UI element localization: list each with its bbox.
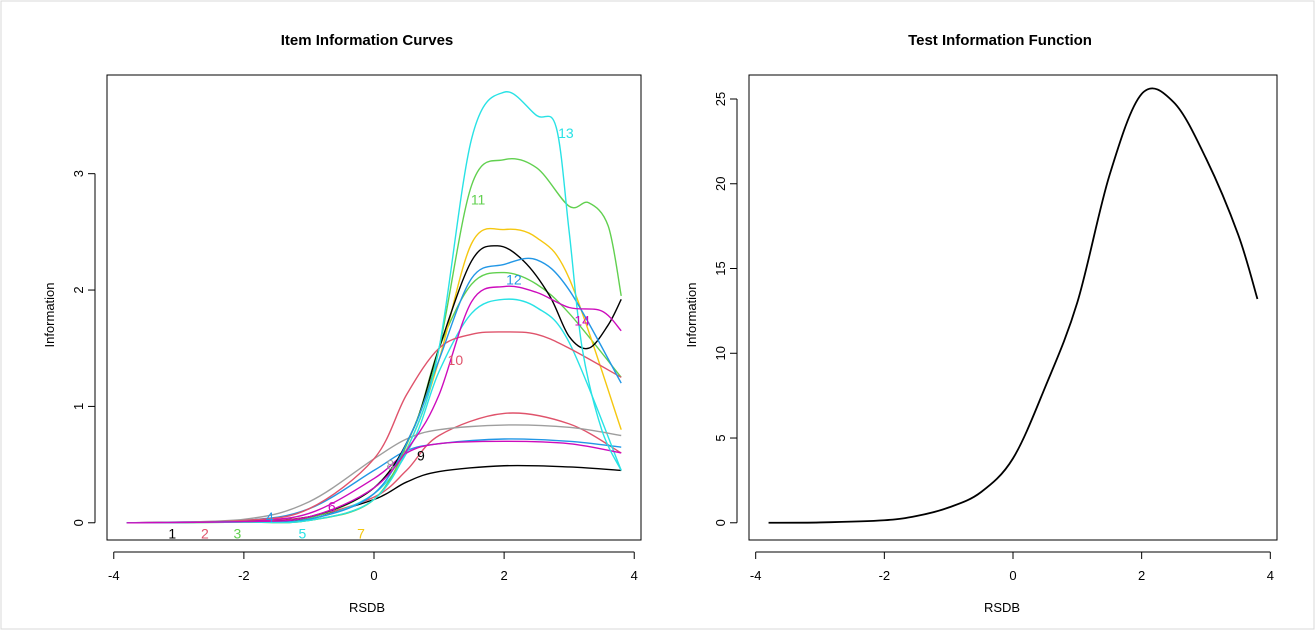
chart2-series-group	[768, 87, 1259, 524]
chart1-item-label-11: 11	[471, 191, 486, 207]
chart1-x-tick-label: -4	[108, 568, 120, 583]
chart2-xlabel: RSDB	[984, 600, 1020, 615]
chart2-title: Test Information Function	[908, 32, 1092, 49]
chart1-y-tick-label: 2	[71, 286, 86, 293]
chart2-x-tick-label: 0	[1009, 568, 1016, 583]
chart1-item-label-3: 3	[233, 525, 241, 541]
chart2-y-tick-label: 25	[713, 92, 728, 106]
chart1-item-label-2: 2	[201, 525, 209, 541]
chart2-y-tick-label: 0	[713, 519, 728, 526]
chart1-item-label-9: 9	[417, 447, 425, 463]
chart1-series-group	[126, 91, 622, 524]
chart2-ylabel: Information	[684, 282, 699, 347]
chart1-item-label-6: 6	[328, 498, 336, 514]
chart1-ylabel: Information	[42, 282, 57, 347]
chart1-x-tick-label: 4	[631, 568, 638, 583]
chart1-series-line-8	[126, 424, 622, 524]
chart1-y-tick-label: 3	[71, 170, 86, 177]
chart1-item-label-7: 7	[357, 525, 365, 541]
chart1-plot-frame	[106, 74, 642, 541]
chart2-x-tick-label: 2	[1138, 568, 1145, 583]
chart1-item-label-10: 10	[448, 352, 464, 368]
chart2-y-tick-label: 10	[713, 346, 728, 360]
chart2-x-tick-label: -2	[879, 568, 891, 583]
chart1-item-label-1: 1	[168, 525, 176, 541]
chart1-item-label-13: 13	[558, 125, 574, 141]
chart1-y-tick-label: 0	[71, 519, 86, 526]
chart1-x-tick-label: 0	[370, 568, 377, 583]
chart1-y-tick-label: 1	[71, 403, 86, 410]
chart1-series-line-14	[126, 285, 622, 524]
chart1-xlabel: RSDB	[349, 600, 385, 615]
chart2-y-tick-label: 20	[713, 177, 728, 191]
chart1-series-line-13	[126, 91, 622, 524]
chart2-y-tick-label: 5	[713, 434, 728, 441]
chart2-plot-area: -4 -2 0 2 4 0 5 10 15 20 25	[713, 74, 1278, 583]
chart1-item-label-12: 12	[506, 272, 522, 288]
chart2-series-line-1	[768, 87, 1259, 524]
chart1-x-tick-label: 2	[500, 568, 507, 583]
chart2-x-tick-label: 4	[1267, 568, 1274, 583]
chart1-title: Item Information Curves	[281, 32, 454, 49]
chart1-item-label-5: 5	[299, 525, 307, 541]
chart2-plot-frame	[748, 74, 1278, 541]
chart1-series-line-10	[126, 331, 622, 524]
chart1-x-tick-label: -2	[238, 568, 250, 583]
chart1-item-label-8: 8	[386, 457, 394, 473]
chart2-y-tick-label: 15	[713, 261, 728, 275]
chart1-item-label-4: 4	[266, 509, 274, 525]
chart1-item-label-14: 14	[574, 312, 590, 328]
chart2-x-tick-label: -4	[750, 568, 762, 583]
